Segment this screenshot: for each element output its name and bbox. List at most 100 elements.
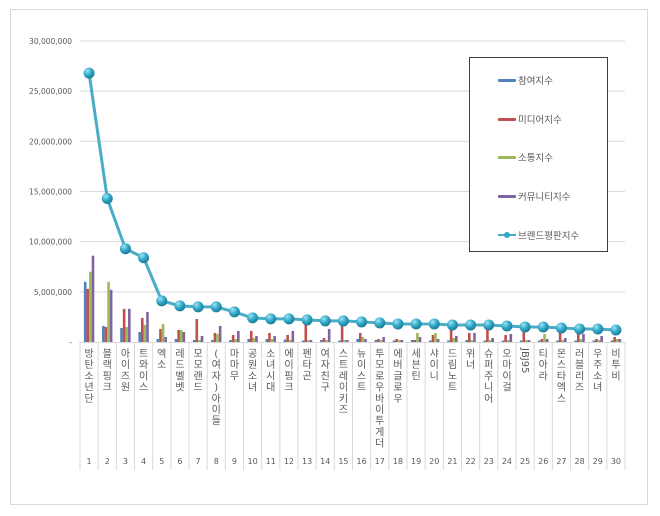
bar	[486, 328, 489, 342]
line-marker	[83, 67, 95, 79]
bar	[379, 339, 383, 342]
bar	[397, 339, 401, 342]
svg-text:소: 소	[593, 370, 602, 382]
bar	[179, 329, 183, 342]
bar	[452, 337, 456, 342]
legend-label: 참여지수	[518, 76, 553, 87]
line-marker	[301, 314, 313, 326]
bar	[174, 338, 178, 342]
svg-text:스: 스	[557, 393, 566, 405]
bar	[358, 332, 362, 342]
svg-text:랜: 랜	[193, 370, 202, 382]
bar	[483, 340, 487, 342]
bar	[177, 329, 180, 342]
svg-text:엑: 엑	[157, 348, 166, 360]
y-tick-label: 25,000,000	[29, 87, 72, 96]
svg-text:트: 트	[139, 349, 148, 360]
x-rank-label: 17	[375, 457, 385, 466]
svg-text:리: 리	[575, 370, 584, 382]
svg-text:스: 스	[339, 348, 348, 360]
bar	[89, 271, 92, 342]
bar	[434, 332, 437, 342]
bar	[618, 338, 622, 342]
svg-text:로: 로	[393, 383, 402, 394]
svg-text:즈: 즈	[339, 405, 348, 416]
x-category-label: 비투비	[611, 348, 620, 382]
line-marker	[319, 315, 331, 327]
x-category-label: (여자)아이들	[212, 349, 221, 427]
svg-text:트: 트	[339, 360, 348, 371]
bar	[83, 281, 87, 342]
svg-text:이: 이	[357, 359, 366, 371]
svg-text:벨: 벨	[175, 370, 184, 382]
line-marker	[247, 312, 259, 324]
line-marker	[337, 315, 349, 327]
legend-item-community: 커뮤니티지수	[498, 189, 570, 203]
bar	[161, 323, 165, 342]
bar	[595, 338, 598, 342]
svg-text:이: 이	[502, 370, 511, 382]
bar	[465, 339, 468, 342]
line-marker	[537, 321, 549, 333]
line-marker	[138, 252, 150, 264]
svg-text:모: 모	[193, 349, 202, 360]
svg-text:버: 버	[393, 359, 402, 371]
svg-text:여: 여	[321, 348, 330, 360]
bar	[195, 318, 199, 342]
svg-text:러: 러	[575, 348, 584, 360]
x-rank-label: 10	[247, 457, 257, 466]
bar	[255, 335, 258, 342]
bar	[229, 339, 232, 342]
svg-text:녀: 녀	[593, 382, 602, 394]
bar	[200, 335, 204, 342]
x-rank-label: 1	[87, 457, 92, 466]
x-rank-label: 13	[302, 457, 312, 466]
bar	[286, 334, 289, 342]
svg-text:마: 마	[230, 359, 239, 371]
bar	[392, 340, 396, 342]
line-marker	[356, 316, 368, 328]
bar	[268, 332, 271, 342]
legend-item-participation: 참여지수	[498, 73, 553, 87]
bar	[265, 338, 269, 342]
bar	[343, 339, 347, 342]
svg-text:븐: 븐	[411, 359, 420, 371]
line-marker	[192, 301, 204, 313]
svg-text:티: 티	[539, 348, 548, 360]
svg-text:뉴: 뉴	[357, 348, 366, 360]
svg-text:이: 이	[430, 359, 439, 371]
svg-text:너: 너	[466, 359, 475, 371]
bar	[192, 339, 196, 342]
svg-text:오: 오	[502, 349, 511, 360]
bar	[436, 338, 440, 342]
svg-text:JBJ95: JBJ95	[519, 347, 530, 373]
bar	[252, 337, 256, 342]
line-marker	[446, 319, 458, 331]
line-marker	[283, 313, 295, 325]
bar	[325, 339, 328, 342]
x-rank-label: 4	[141, 457, 146, 466]
bar	[574, 340, 577, 342]
svg-text:크: 크	[103, 383, 112, 394]
bar	[615, 338, 619, 342]
bar	[301, 340, 305, 342]
bar	[592, 340, 596, 342]
bar	[582, 333, 585, 342]
line-series-brand-reputation	[83, 67, 622, 336]
svg-text:녀: 녀	[266, 359, 275, 371]
bar	[447, 340, 450, 342]
svg-text:우: 우	[375, 382, 384, 394]
bar	[322, 337, 326, 342]
x-category-label: 위너	[466, 347, 475, 371]
bar	[525, 339, 528, 342]
bar	[527, 339, 531, 342]
bar	[198, 339, 201, 342]
line-marker	[501, 320, 513, 332]
svg-text:슈: 슈	[484, 348, 493, 360]
svg-text:여: 여	[212, 359, 221, 371]
svg-text:라: 라	[539, 370, 548, 382]
line-marker	[465, 319, 477, 331]
bar	[431, 334, 435, 342]
